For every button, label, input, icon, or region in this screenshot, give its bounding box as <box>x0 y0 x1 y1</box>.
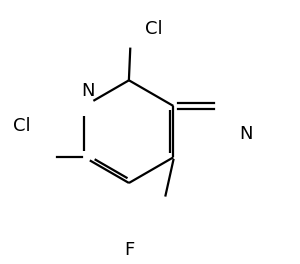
Text: Cl: Cl <box>14 117 31 135</box>
Text: N: N <box>239 125 253 143</box>
Text: F: F <box>124 241 134 259</box>
Text: N: N <box>81 82 95 100</box>
Text: Cl: Cl <box>145 20 163 38</box>
